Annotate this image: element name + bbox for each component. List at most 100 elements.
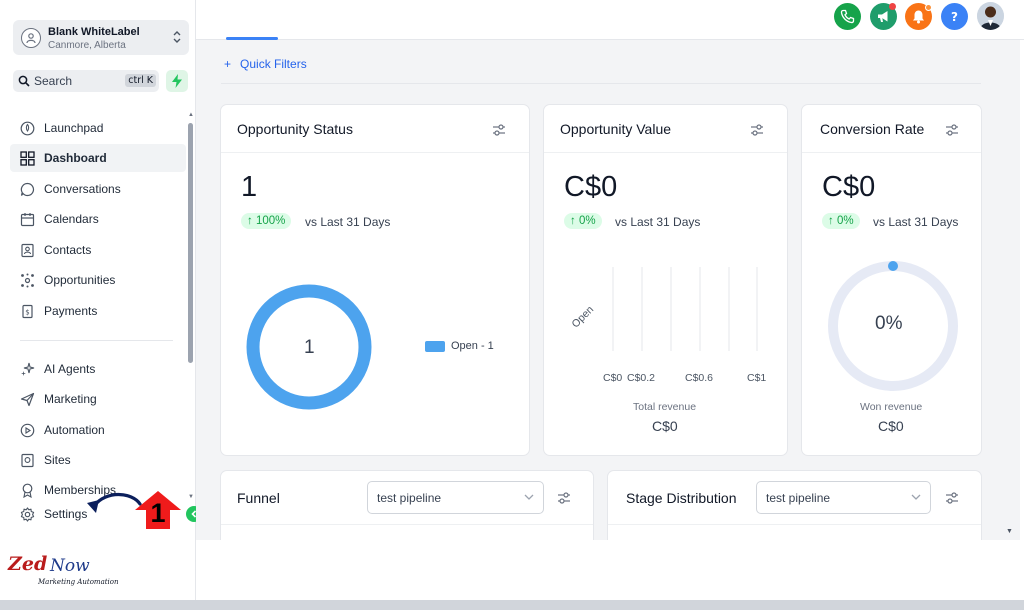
- sidebar-item-label: Launchpad: [44, 121, 104, 135]
- sidebar-item-label: Conversations: [44, 182, 121, 196]
- plus-icon: +: [224, 57, 232, 71]
- stage-distribution-card: Stage Distribution test pipeline: [607, 470, 982, 540]
- quick-action-button[interactable]: [166, 70, 188, 92]
- stage-pipeline-select[interactable]: test pipeline: [756, 481, 931, 514]
- sidebar-divider: [20, 340, 173, 341]
- opportunities-icon: [21, 273, 34, 288]
- sidebar-item-contacts[interactable]: Contacts: [10, 236, 186, 264]
- card-header-divider: [608, 524, 981, 525]
- svg-text:?: ?: [951, 10, 958, 24]
- chevron-updown-icon: [173, 31, 181, 43]
- opportunity-value-total: C$0: [564, 171, 618, 203]
- search-label: Search: [34, 74, 73, 88]
- sidebar-item-dashboard[interactable]: Dashboard: [10, 144, 186, 172]
- account-switcher[interactable]: Blank WhiteLabel Canmore, Alberta: [13, 20, 189, 55]
- chevron-down-icon: [524, 494, 534, 500]
- sidebar-item-label: Contacts: [44, 243, 92, 257]
- sidebar-item-launchpad[interactable]: Launchpad: [10, 114, 186, 142]
- sites-icon: [21, 453, 34, 468]
- account-location: Canmore, Alberta: [48, 40, 126, 51]
- card-header-divider: [221, 524, 593, 525]
- quick-filters-button[interactable]: + Quick Filters: [224, 57, 307, 71]
- logo-text-b: Now: [50, 556, 90, 576]
- filter-settings-icon[interactable]: [945, 124, 959, 136]
- help-button[interactable]: ?: [941, 3, 968, 30]
- sidebar-item-label: Payments: [44, 304, 98, 318]
- brand-logo: Zed Now Marketing Automation: [8, 553, 119, 591]
- chevron-down-icon: [911, 494, 921, 500]
- filter-settings-icon[interactable]: [492, 124, 506, 136]
- phone-button[interactable]: [834, 3, 861, 30]
- sidebar-item-label: Opportunities: [44, 273, 116, 287]
- search-bar[interactable]: Search ctrl K: [13, 70, 159, 92]
- grid-icon: [20, 151, 35, 166]
- gear-icon: [20, 507, 35, 522]
- active-tab-indicator: [226, 37, 278, 40]
- value-bar-chart-grid: [612, 267, 758, 351]
- window-bottom-edge: [0, 600, 1024, 610]
- won-revenue-value: C$0: [878, 418, 904, 434]
- legend-label-open[interactable]: Open - 1: [451, 340, 494, 352]
- funnel-pipeline-select[interactable]: test pipeline: [367, 481, 544, 514]
- calendar-icon: [20, 213, 35, 227]
- user-avatar[interactable]: [977, 2, 1004, 30]
- announcement-indicator: [889, 3, 896, 10]
- help-icon: ?: [951, 10, 958, 24]
- sidebar-item-label: Calendars: [44, 212, 99, 226]
- sidebar: Blank WhiteLabel Canmore, Alberta Search…: [0, 0, 196, 600]
- scroll-down-arrow[interactable]: ▼: [188, 494, 194, 500]
- logo-tagline: Marketing Automation: [38, 578, 119, 586]
- total-revenue-label: Total revenue: [633, 401, 697, 413]
- sidebar-item-conversations[interactable]: Conversations: [10, 175, 186, 203]
- account-name: Blank WhiteLabel: [48, 26, 140, 38]
- logo-text-a: Zed: [8, 553, 48, 575]
- opportunity-count: 1: [241, 171, 258, 203]
- sidebar-item-label: Automation: [44, 423, 105, 437]
- gauge-center-value: 0%: [875, 313, 903, 334]
- x-tick-label: C$0.2: [627, 372, 656, 384]
- filter-settings-icon[interactable]: [750, 124, 764, 136]
- change-badge: ↑ 100%: [241, 213, 292, 229]
- sidebar-item-ai-agents[interactable]: AI Agents: [10, 355, 186, 383]
- change-badge: ↑ 0%: [822, 213, 860, 229]
- chevron-left-icon: [191, 510, 197, 518]
- selected-pipeline: test pipeline: [766, 491, 831, 505]
- conversion-gauge: [828, 261, 958, 391]
- rocket-icon: [20, 121, 35, 136]
- card-header-divider: [221, 152, 529, 153]
- card-title: Conversion Rate: [820, 121, 925, 137]
- comparison-text: vs Last 31 Days: [873, 215, 959, 229]
- location-avatar: [21, 28, 41, 48]
- filter-settings-icon[interactable]: [557, 492, 571, 504]
- opportunity-status-card: Opportunity Status 1 ↑ 100% vs Last 31 D…: [220, 104, 530, 456]
- conversion-rate-card: Conversion Rate C$0 ↑ 0% vs Last 31 Days…: [801, 104, 982, 456]
- category-label-open: Open: [569, 303, 597, 331]
- chat-icon: [20, 182, 35, 197]
- card-header-divider: [802, 152, 981, 153]
- funnel-card: Funnel test pipeline: [220, 470, 594, 540]
- sidebar-item-automation[interactable]: Automation: [10, 416, 186, 444]
- sidebar-item-opportunities[interactable]: Opportunities: [10, 266, 186, 294]
- sidebar-item-sites[interactable]: Sites: [10, 446, 186, 474]
- sidebar-item-marketing[interactable]: Marketing: [10, 385, 186, 413]
- donut-ring-open[interactable]: [246, 284, 372, 410]
- card-title: Stage Distribution: [626, 490, 737, 506]
- x-tick-label: C$0.6: [685, 372, 714, 384]
- sidebar-item-payments[interactable]: $ Payments: [10, 297, 186, 325]
- sidebar-scrollbar[interactable]: [188, 123, 193, 363]
- contacts-icon: [21, 243, 34, 258]
- award-icon: [22, 483, 33, 498]
- page-scroll-down-arrow[interactable]: ▼: [1006, 528, 1013, 535]
- sidebar-item-settings[interactable]: Settings: [10, 500, 186, 528]
- total-revenue-value: C$0: [652, 418, 678, 434]
- scroll-up-arrow[interactable]: ▲: [188, 112, 194, 118]
- sidebar-item-calendars[interactable]: Calendars: [10, 205, 186, 233]
- sidebar-item-memberships[interactable]: Memberships: [10, 476, 186, 504]
- card-title: Opportunity Value: [560, 121, 672, 137]
- card-header-divider: [544, 152, 787, 153]
- search-shortcut: ctrl K: [125, 74, 156, 87]
- filter-settings-icon[interactable]: [945, 492, 959, 504]
- top-bar: [196, 0, 1024, 40]
- sidebar-item-label: Settings: [44, 507, 88, 521]
- quick-filters-label: Quick Filters: [240, 57, 307, 71]
